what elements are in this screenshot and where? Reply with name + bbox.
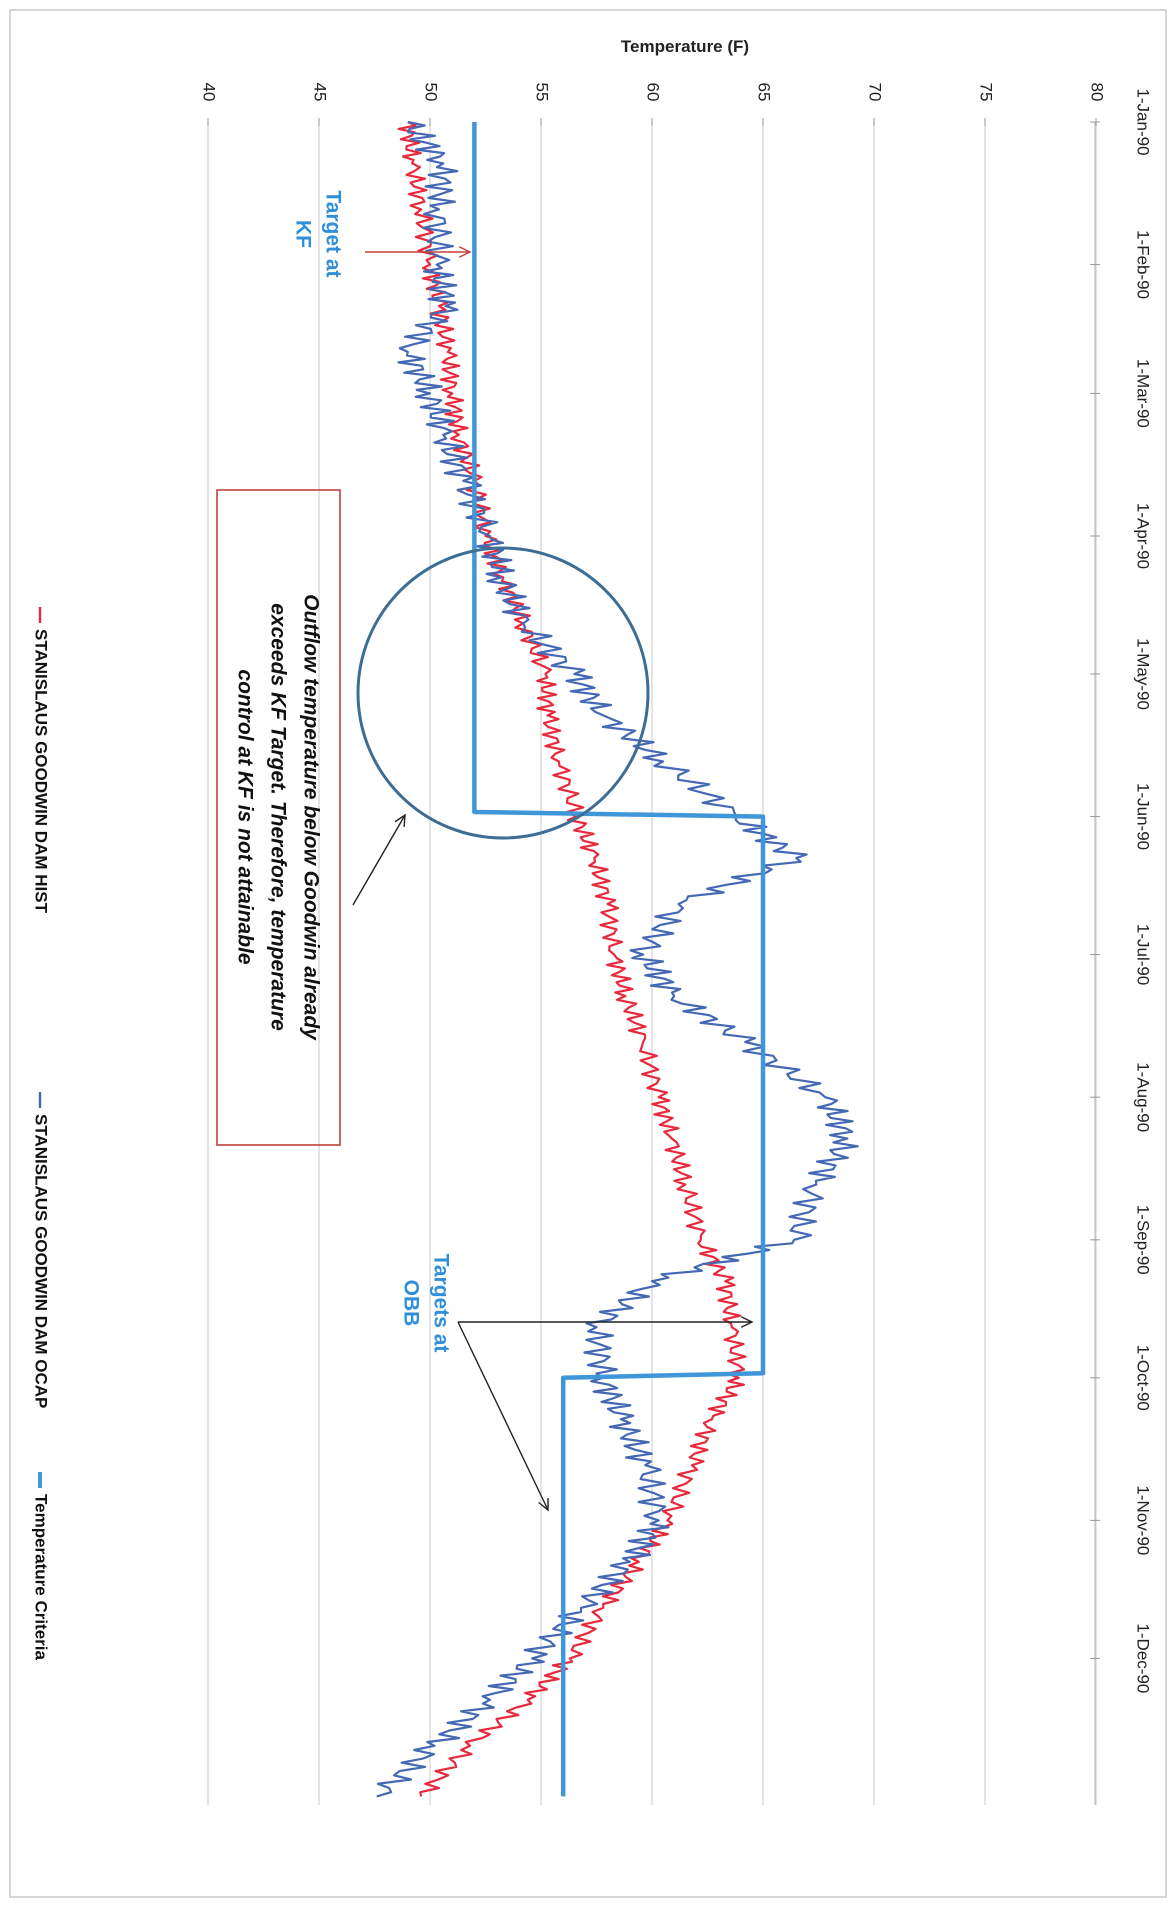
x-tick-label: 1-Nov-90 bbox=[1134, 1485, 1153, 1555]
legend: STANISLAUS GOODWIN DAM HIST STANISLAUS GO… bbox=[32, 607, 51, 1661]
x-tick-label: 1-Jan-90 bbox=[1134, 88, 1153, 155]
y-tick-label: 55 bbox=[533, 83, 552, 102]
legend-label: Temperature Criteria bbox=[32, 1494, 51, 1661]
x-tick-label: 1-Apr-90 bbox=[1134, 503, 1153, 569]
y-tick-label: 50 bbox=[422, 83, 441, 102]
targets-obb-label: Targets at bbox=[429, 1254, 452, 1353]
annotation-box-text: control at KF is not attainable bbox=[233, 669, 256, 965]
obb-arrow-lower-head bbox=[538, 1497, 549, 1512]
box-to-circle-arrow-head bbox=[394, 813, 406, 828]
series-line bbox=[376, 120, 859, 1798]
targets-obb-label: OBB bbox=[399, 1280, 422, 1327]
box-to-circle-arrow bbox=[352, 814, 406, 906]
series-line bbox=[472, 122, 766, 1797]
obb-arrow-upper-head bbox=[740, 1316, 754, 1328]
y-tick-label: 40 bbox=[200, 83, 219, 102]
target-kf-label: KF bbox=[291, 220, 314, 248]
x-tick-label: 1-Jun-90 bbox=[1134, 783, 1153, 850]
annotation-box bbox=[216, 489, 341, 1146]
annotation-box-text: Outflow temperature below Goodwin alread… bbox=[299, 594, 322, 1041]
target-kf-arrow-head bbox=[458, 246, 472, 258]
page-border bbox=[9, 9, 1167, 1898]
y-tick-label: 45 bbox=[311, 83, 330, 102]
legend-label: STANISLAUS GOODWIN DAM HIST bbox=[32, 629, 51, 914]
x-tick-label: 1-Jul-90 bbox=[1134, 924, 1153, 985]
highlight-circle bbox=[356, 546, 650, 840]
x-tick-label: 1-May-90 bbox=[1134, 638, 1153, 710]
legend-label: STANISLAUS GOODWIN DAM OCAP bbox=[32, 1114, 51, 1408]
annotation-box-text: exceeds KF Target. Therefore, temperatur… bbox=[266, 603, 289, 1031]
annotations: Outflow temperature below Goodwin alread… bbox=[216, 190, 754, 1512]
x-tick-label: 1-Mar-90 bbox=[1134, 359, 1153, 428]
target-kf-label: Target at bbox=[321, 190, 344, 277]
y-ticks: 40 45 50 55 60 65 70 75 80 bbox=[200, 83, 1107, 102]
x-ticks: 1-Jan-90 1-Feb-90 1-Mar-90 1-Apr-90 1-May-90… bbox=[1090, 88, 1153, 1693]
series-group bbox=[376, 120, 859, 1798]
y-tick-label: 75 bbox=[977, 83, 996, 102]
obb-arrow-lower bbox=[457, 1321, 549, 1511]
x-tick-label: 1-Feb-90 bbox=[1134, 230, 1153, 299]
x-tick-label: 1-Oct-90 bbox=[1134, 1345, 1153, 1411]
x-tick-label: 1-Aug-90 bbox=[1134, 1062, 1153, 1132]
y-tick-label: 70 bbox=[866, 83, 885, 102]
y-tick-label: 80 bbox=[1088, 83, 1107, 102]
x-tick-label: 1-Dec-90 bbox=[1134, 1623, 1153, 1693]
y-tick-label: 60 bbox=[644, 83, 663, 102]
y-tick-label: 65 bbox=[755, 83, 774, 102]
x-tick-label: 1-Sep-90 bbox=[1134, 1205, 1153, 1275]
y-axis-label: Temperature (F) bbox=[621, 37, 749, 56]
series-line bbox=[397, 120, 747, 1797]
